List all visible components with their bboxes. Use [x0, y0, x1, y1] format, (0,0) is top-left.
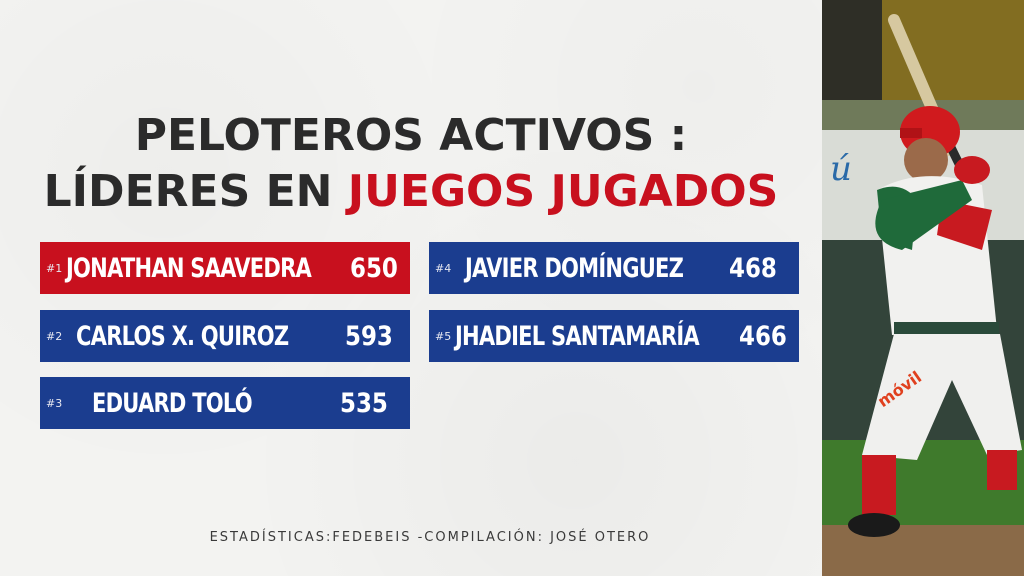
- svg-text:ú: ú: [830, 149, 852, 189]
- leader-value: 468: [729, 253, 777, 284]
- leader-rank: #4: [435, 262, 452, 275]
- leader-row-1: #1 JONATHAN SAAVEDRA 650: [40, 242, 410, 294]
- title-line-2-plain: LÍDERES EN: [43, 166, 348, 217]
- leader-rank: #3: [46, 397, 63, 410]
- title-line-2: LÍDERES EN JUEGOS JUGADOS: [0, 166, 822, 217]
- batter-illustration: ú móvil: [822, 0, 1024, 576]
- title-line-1: PELOTEROS ACTIVOS :: [134, 110, 688, 161]
- leader-rank: #1: [46, 262, 63, 275]
- leader-value: 650: [350, 253, 398, 284]
- leader-rank: #2: [46, 330, 63, 343]
- leader-row-2: #2 CARLOS X. QUIROZ 593: [40, 310, 410, 362]
- leader-name: JHADIEL SANTAMARÍA: [455, 321, 700, 352]
- leader-row-3: #3 EDUARD TOLÓ 535: [40, 377, 410, 429]
- leader-name: CARLOS X. QUIROZ: [76, 321, 289, 352]
- baseball-batter-photo: ú móvil: [822, 0, 1024, 576]
- leader-row-5: #5 JHADIEL SANTAMARÍA 466: [429, 310, 799, 362]
- credits-footer: ESTADÍSTICAS:FEDEBEIS -COMPILACIÓN: JOSÉ…: [209, 530, 651, 545]
- leader-row-4: #4 JAVIER DOMÍNGUEZ 468: [429, 242, 799, 294]
- leader-value: 466: [739, 321, 787, 352]
- leader-name: JONATHAN SAAVEDRA: [66, 253, 312, 284]
- leader-value: 535: [340, 388, 388, 419]
- title-line-2-accent: JUEGOS JUGADOS: [347, 166, 779, 217]
- leader-rank: #5: [435, 330, 452, 343]
- leader-value: 593: [345, 321, 393, 352]
- leader-name: JAVIER DOMÍNGUEZ: [465, 253, 684, 284]
- leader-name: EDUARD TOLÓ: [92, 388, 253, 419]
